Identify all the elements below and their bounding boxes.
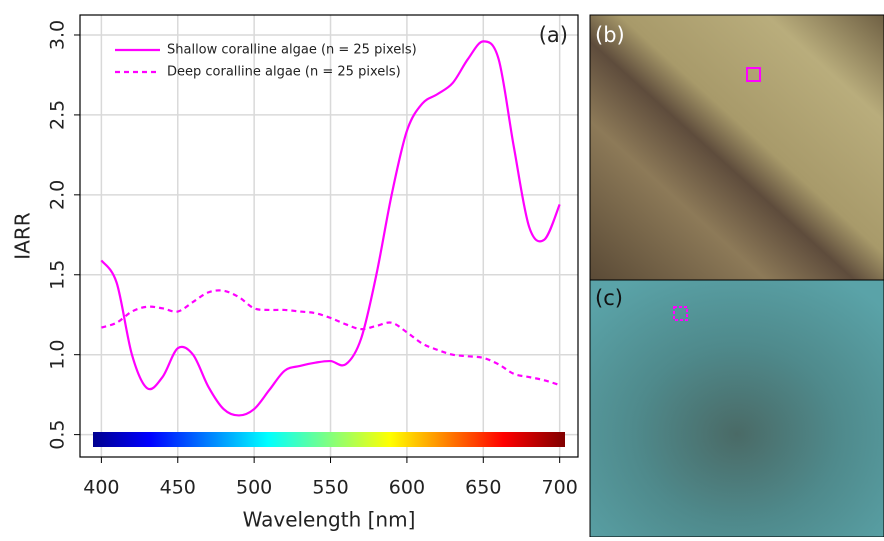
series-line	[101, 289, 560, 387]
image-panel	[589, 14, 884, 281]
x-tick-label: 600	[389, 477, 425, 499]
y-tick-label: 2.0	[47, 180, 69, 210]
y-tick-label: 3.0	[47, 20, 69, 50]
y-tick-label: 1.5	[47, 260, 69, 290]
legend-label: Shallow coralline algae (n = 25 pixels)	[167, 43, 417, 58]
panel-label: (c)	[595, 286, 623, 310]
series-line	[100, 40, 561, 417]
panel-label: (b)	[595, 23, 625, 47]
y-tick-label: 1.0	[47, 340, 69, 370]
panel-label: (a)	[539, 23, 568, 47]
image-panel	[589, 279, 884, 538]
x-tick-label: 700	[542, 477, 578, 499]
legend-label: Deep coralline algae (n = 25 pixels)	[167, 65, 401, 80]
y-tick-label: 2.5	[47, 100, 69, 130]
x-tick-label: 450	[160, 477, 196, 499]
x-tick-label: 550	[312, 477, 348, 499]
x-tick-label: 650	[465, 477, 501, 499]
color-bar	[93, 432, 565, 447]
y-axis-label: IARR	[11, 212, 35, 259]
x-axis-label: Wavelength [nm]	[243, 508, 416, 532]
x-tick-label: 500	[236, 477, 272, 499]
roi-marker	[746, 67, 761, 82]
roi-marker	[673, 306, 688, 321]
y-tick-label: 0.5	[47, 420, 69, 450]
x-tick-label: 400	[83, 477, 119, 499]
plot-frame	[79, 14, 579, 458]
